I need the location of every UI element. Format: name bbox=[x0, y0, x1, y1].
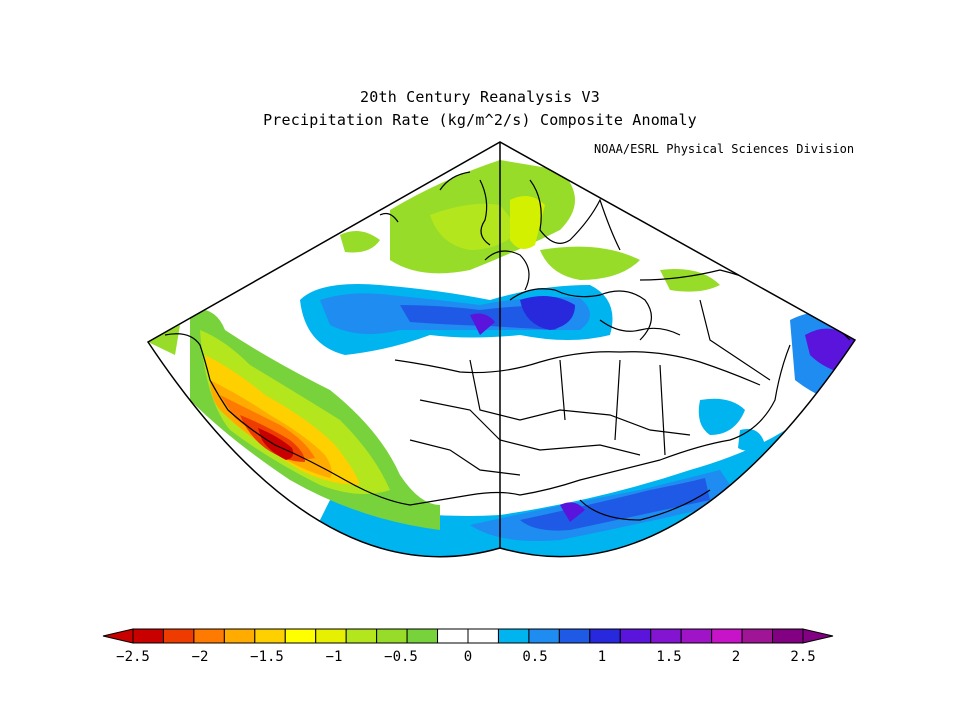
colorbar-swatch bbox=[711, 628, 743, 644]
precipitation-anomaly-map bbox=[146, 141, 857, 558]
colorbar-tick-label: 0.5 bbox=[522, 649, 547, 665]
colorbar-tick-label: −1 bbox=[326, 649, 343, 665]
credit-label: NOAA/ESRL Physical Sciences Division bbox=[594, 142, 855, 156]
colorbar-swatch bbox=[741, 628, 774, 644]
colorbar-tick-label: −2 bbox=[192, 649, 209, 665]
colorbar-swatch bbox=[437, 628, 469, 644]
colorbar-swatch bbox=[406, 628, 439, 644]
colorbar-swatch bbox=[497, 628, 530, 644]
colorbar-swatch bbox=[589, 628, 621, 644]
colorbar-swatch bbox=[315, 628, 347, 644]
colorbar-swatch bbox=[680, 628, 713, 644]
colorbar-swatch bbox=[162, 628, 195, 644]
colorbar-tick-label: −2.5 bbox=[116, 649, 150, 665]
colorbar-tick-label: 1 bbox=[598, 649, 606, 665]
colorbar-tick-label: 1.5 bbox=[656, 649, 681, 665]
colorbar-swatch bbox=[223, 628, 256, 644]
map-title: 20th Century Reanalysis V3 bbox=[360, 88, 600, 106]
map-subtitle: Precipitation Rate (kg/m^2/s) Composite … bbox=[263, 111, 697, 129]
colorbar-arrow-low bbox=[102, 628, 134, 644]
coastlines bbox=[164, 171, 851, 521]
colorbar-tick-label: 2.5 bbox=[790, 649, 815, 665]
colorbar-tick-label: −0.5 bbox=[384, 649, 418, 665]
colorbar-swatch bbox=[467, 628, 499, 644]
colorbar-swatch bbox=[619, 628, 652, 644]
colorbar-segments bbox=[102, 628, 834, 644]
map-domain-outline bbox=[146, 141, 857, 558]
colorbar-swatch bbox=[132, 628, 164, 644]
colorbar-arrow-high bbox=[802, 628, 834, 644]
colorbar-tick-label: −1.5 bbox=[250, 649, 284, 665]
colorbar-swatch bbox=[528, 628, 560, 644]
colorbar-ticks: −2.5 −2 −1.5 −1 −0.5 0 0.5 1 1.5 2 2.5 bbox=[116, 649, 816, 665]
colorbar-swatch bbox=[284, 628, 317, 644]
colorbar-tick-label: 2 bbox=[732, 649, 740, 665]
colorbar-swatch bbox=[193, 628, 225, 644]
colorbar-swatch bbox=[650, 628, 682, 644]
colorbar-swatch bbox=[345, 628, 378, 644]
colorbar-swatch bbox=[376, 628, 408, 644]
colorbar-swatch bbox=[772, 628, 804, 644]
colorbar-tick-label: 0 bbox=[464, 649, 472, 665]
colorbar-swatch bbox=[254, 628, 286, 644]
colorbar-swatch bbox=[558, 628, 591, 644]
